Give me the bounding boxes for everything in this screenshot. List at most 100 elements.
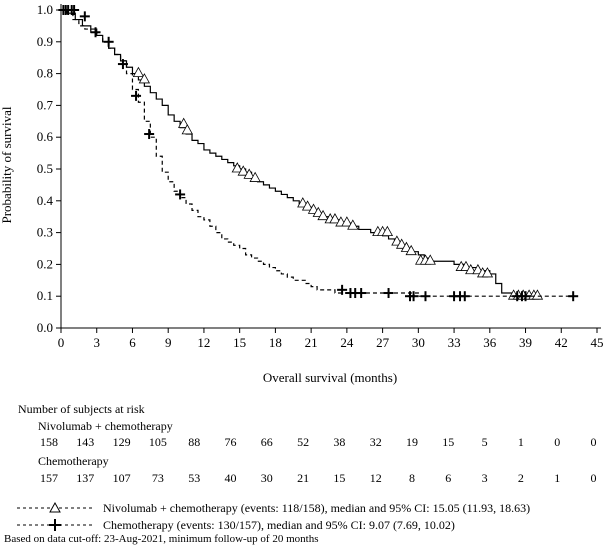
censor-marker-nivo xyxy=(424,254,436,265)
censor-marker-nivo xyxy=(181,124,193,135)
censor-marker-chemo xyxy=(117,59,128,70)
x-tick-label: 45 xyxy=(591,335,604,350)
censor-marker-nivo xyxy=(178,117,190,128)
x-tick-label: 21 xyxy=(305,335,318,350)
y-tick-label: 0.7 xyxy=(37,97,54,112)
censor-marker-chemo xyxy=(356,288,367,299)
footnote: Based on data cut-off: 23-Aug-2021, mini… xyxy=(4,533,319,545)
y-tick-label: 0.8 xyxy=(37,66,53,81)
y-tick-label: 0.1 xyxy=(37,288,53,303)
risk-count: 40 xyxy=(224,471,237,485)
censor-marker-nivo xyxy=(347,219,359,230)
censor-marker-nivo xyxy=(481,267,494,278)
risk-count: 107 xyxy=(112,471,131,485)
risk-count: 2 xyxy=(517,471,524,485)
risk-count: 6 xyxy=(445,471,452,485)
risk-count: 52 xyxy=(297,435,310,449)
censor-marker-nivo xyxy=(301,200,314,211)
risk-count: 1 xyxy=(554,471,561,485)
risk-count: 8 xyxy=(409,471,415,485)
km-chart: 0 3 6 9 12 15 18 21 24 27 30 33 36 39 42 450.00.10.20.3… xyxy=(0,2,604,385)
y-tick-label: 0.5 xyxy=(37,161,53,176)
censor-marker-chemo xyxy=(144,129,155,140)
censor-marker-chemo xyxy=(175,189,186,200)
risk-count: 21 xyxy=(297,471,310,485)
risk-count: 3 xyxy=(481,471,488,485)
censor-marker-chemo xyxy=(337,284,348,295)
risk-count: 5 xyxy=(481,435,488,449)
y-tick-label: 0.6 xyxy=(37,129,54,144)
y-tick-label: 1.0 xyxy=(37,2,53,17)
x-tick-label: 6 xyxy=(129,335,136,350)
risk-count: 30 xyxy=(260,471,273,485)
censor-marker-chemo xyxy=(79,11,90,22)
risk-count: 38 xyxy=(333,435,346,449)
legend-entry-chemo: Chemotherapy (events: 130/157), median a… xyxy=(103,518,455,532)
x-tick-label: 0 xyxy=(58,335,65,350)
risk-count: 105 xyxy=(148,435,167,449)
series-line-chemo xyxy=(61,9,574,297)
x-tick-label: 36 xyxy=(483,335,497,350)
risk-count: 66 xyxy=(260,435,273,449)
censor-marker-chemo xyxy=(383,288,394,299)
y-tick-label: 0.3 xyxy=(37,225,53,240)
censor-marker-nivo xyxy=(531,289,544,300)
legend-entry-nivo: Nivolumab + chemotherapy (events: 118/15… xyxy=(103,501,531,515)
x-tick-label: 18 xyxy=(269,335,282,350)
triangle-icon xyxy=(49,501,61,513)
censor-marker-chemo xyxy=(568,291,579,302)
x-tick-label: 27 xyxy=(376,335,390,350)
censor-marker-chemo xyxy=(69,5,80,15)
risk-count: 129 xyxy=(112,435,131,449)
censor-marker-chemo xyxy=(408,291,419,302)
risk-count: 158 xyxy=(40,435,58,449)
x-tick-label: 9 xyxy=(165,335,172,350)
legend-marker-nivo xyxy=(17,501,93,513)
risk-count: 73 xyxy=(151,471,164,485)
censor-marker-nivo xyxy=(132,66,145,77)
x-tick-label: 12 xyxy=(197,335,210,350)
censor-marker-nivo xyxy=(405,244,417,256)
x-tick-label: 15 xyxy=(233,335,246,350)
y-tick-label: 0.4 xyxy=(37,193,54,208)
censor-marker-nivo xyxy=(237,165,249,176)
x-tick-label: 42 xyxy=(555,335,568,350)
chart-axes: 0 3 6 9 12 15 18 21 24 27 30 33 36 39 42 450.00.10.20.3… xyxy=(37,2,604,350)
y-tick-label: 0.9 xyxy=(37,34,53,49)
censor-marker-chemo xyxy=(131,90,142,101)
x-tick-label: 3 xyxy=(93,335,100,350)
censor-marker-nivo xyxy=(341,216,353,227)
censor-marker-chemo xyxy=(520,291,531,302)
censor-marker-chemo xyxy=(420,291,431,302)
censor-marker-nivo xyxy=(243,168,255,179)
risk-count: 32 xyxy=(369,435,382,449)
censor-marker-nivo xyxy=(329,213,341,224)
risk-count: 157 xyxy=(40,471,58,485)
risk-count: 19 xyxy=(406,435,418,449)
risk-count: 0 xyxy=(554,435,561,449)
risk-count: 15 xyxy=(442,435,455,449)
censor-marker-nivo xyxy=(317,209,329,221)
censor-marker-nivo xyxy=(249,171,261,182)
censor-marker-chemo xyxy=(459,291,470,302)
chart-series-layer xyxy=(58,5,579,302)
censor-marker-nivo xyxy=(381,225,394,237)
risk-count: 0 xyxy=(590,435,597,449)
series-line-nivo xyxy=(61,9,538,297)
y-tick-label: 0.0 xyxy=(37,320,53,335)
x-tick-label: 33 xyxy=(448,335,461,350)
y-axis-label: Probability of survival xyxy=(0,106,14,223)
risk-count: 76 xyxy=(224,435,237,449)
censor-marker-chemo xyxy=(90,27,101,38)
risk-count: 12 xyxy=(369,471,382,485)
risk-count: 1 xyxy=(517,435,524,449)
censor-marker-chemo xyxy=(103,36,114,47)
legend-marker-chemo xyxy=(17,519,93,531)
censor-marker-nivo xyxy=(465,263,477,275)
x-tick-label: 39 xyxy=(519,335,532,350)
x-axis-label: Overall survival (months) xyxy=(263,370,397,385)
risk-count: 137 xyxy=(76,471,95,485)
risk-count: 143 xyxy=(76,435,95,449)
risk-group-label-chemo: Chemotherapy xyxy=(38,454,109,468)
risk-table-title: Number of subjects at risk xyxy=(18,402,145,416)
